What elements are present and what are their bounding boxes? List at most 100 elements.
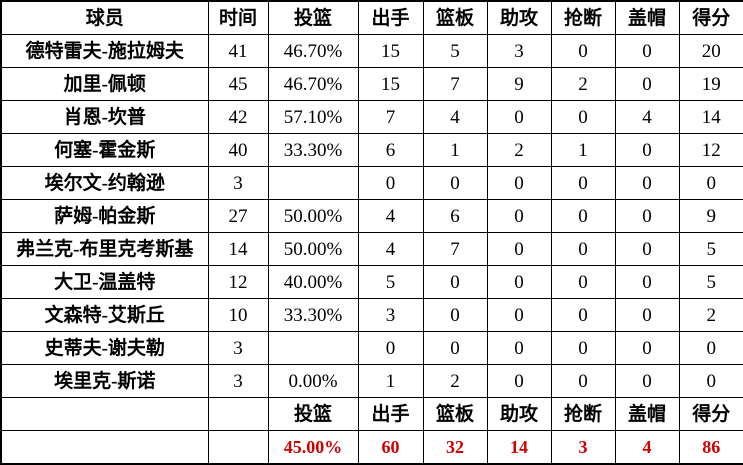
col-header-player: 球员 xyxy=(0,0,209,35)
attempts-cell: 1 xyxy=(357,364,424,398)
attempts-cell: 5 xyxy=(357,265,424,299)
attempts-cell: 4 xyxy=(357,199,424,233)
player-name: 史蒂夫-谢夫勒 xyxy=(0,331,209,365)
time-cell: 41 xyxy=(207,34,269,68)
steals-cell: 0 xyxy=(550,166,616,200)
player-name: 埃尔文-约翰逊 xyxy=(0,166,209,200)
steals-cell: 2 xyxy=(550,67,616,101)
col-header-points: 得分 xyxy=(678,0,743,35)
rebounds-cell: 0 xyxy=(422,298,488,332)
attempts-cell: 7 xyxy=(357,100,424,134)
table-row: 埃尔文-约翰逊 3 0 0 0 0 0 0 xyxy=(0,166,743,200)
time-cell: 40 xyxy=(207,133,269,167)
rebounds-cell: 5 xyxy=(422,34,488,68)
col-header-blocks: 盖帽 xyxy=(614,0,680,35)
col-header-fg-pct: 投篮 xyxy=(267,0,359,35)
time-cell: 45 xyxy=(207,67,269,101)
fg-pct-cell: 50.00% xyxy=(267,199,359,233)
total-points: 86 xyxy=(678,430,743,465)
player-name: 弗兰克-布里克考斯基 xyxy=(0,232,209,266)
table-row: 何塞-霍金斯 40 33.30% 6 1 2 1 0 12 xyxy=(0,133,743,167)
fg-pct-cell: 0.00% xyxy=(267,364,359,398)
time-cell: 3 xyxy=(207,166,269,200)
summary-label-fg-pct: 投篮 xyxy=(267,397,359,431)
table-row: 埃里克-斯诺 3 0.00% 1 2 0 0 0 0 xyxy=(0,364,743,398)
col-header-steals: 抢断 xyxy=(550,0,616,35)
col-header-attempts: 出手 xyxy=(357,0,424,35)
blocks-cell: 0 xyxy=(614,34,680,68)
player-name: 加里-佩顿 xyxy=(0,67,209,101)
assists-cell: 0 xyxy=(486,265,552,299)
assists-cell: 0 xyxy=(486,298,552,332)
rebounds-cell: 4 xyxy=(422,100,488,134)
fg-pct-cell: 46.70% xyxy=(267,67,359,101)
player-name: 何塞-霍金斯 xyxy=(0,133,209,167)
steals-cell: 0 xyxy=(550,34,616,68)
points-cell: 14 xyxy=(678,100,743,134)
table-row: 大卫-温盖特 12 40.00% 5 0 0 0 0 5 xyxy=(0,265,743,299)
total-fg-pct: 45.00% xyxy=(267,430,359,465)
time-cell: 10 xyxy=(207,298,269,332)
assists-cell: 0 xyxy=(486,199,552,233)
steals-cell: 0 xyxy=(550,232,616,266)
time-cell: 27 xyxy=(207,199,269,233)
assists-cell: 0 xyxy=(486,100,552,134)
empty-cell xyxy=(0,397,209,431)
assists-cell: 0 xyxy=(486,166,552,200)
rebounds-cell: 0 xyxy=(422,166,488,200)
total-assists: 14 xyxy=(486,430,552,465)
summary-label-rebounds: 篮板 xyxy=(422,397,488,431)
total-rebounds: 32 xyxy=(422,430,488,465)
fg-pct-cell: 50.00% xyxy=(267,232,359,266)
fg-pct-cell xyxy=(267,331,359,365)
assists-cell: 0 xyxy=(486,331,552,365)
points-cell: 0 xyxy=(678,166,743,200)
col-header-assists: 助攻 xyxy=(486,0,552,35)
table-row: 加里-佩顿 45 46.70% 15 7 9 2 0 19 xyxy=(0,67,743,101)
attempts-cell: 6 xyxy=(357,133,424,167)
player-name: 文森特-艾斯丘 xyxy=(0,298,209,332)
attempts-cell: 0 xyxy=(357,331,424,365)
empty-cell xyxy=(207,397,269,431)
header-row: 球员 时间 投篮 出手 篮板 助攻 抢断 盖帽 得分 xyxy=(0,0,743,35)
table-row: 德特雷夫-施拉姆夫 41 46.70% 15 5 3 0 0 20 xyxy=(0,34,743,68)
col-header-time: 时间 xyxy=(207,0,269,35)
steals-cell: 0 xyxy=(550,298,616,332)
table-row: 文森特-艾斯丘 10 33.30% 3 0 0 0 0 2 xyxy=(0,298,743,332)
blocks-cell: 0 xyxy=(614,331,680,365)
time-cell: 14 xyxy=(207,232,269,266)
rebounds-cell: 7 xyxy=(422,232,488,266)
blocks-cell: 0 xyxy=(614,67,680,101)
steals-cell: 0 xyxy=(550,265,616,299)
time-cell: 42 xyxy=(207,100,269,134)
table-row: 史蒂夫-谢夫勒 3 0 0 0 0 0 0 xyxy=(0,331,743,365)
blocks-cell: 4 xyxy=(614,100,680,134)
total-blocks: 4 xyxy=(614,430,680,465)
fg-pct-cell: 57.10% xyxy=(267,100,359,134)
rebounds-cell: 7 xyxy=(422,67,488,101)
time-cell: 3 xyxy=(207,364,269,398)
player-name: 埃里克-斯诺 xyxy=(0,364,209,398)
total-attempts: 60 xyxy=(357,430,424,465)
blocks-cell: 0 xyxy=(614,298,680,332)
total-steals: 3 xyxy=(550,430,616,465)
assists-cell: 3 xyxy=(486,34,552,68)
blocks-cell: 0 xyxy=(614,232,680,266)
rebounds-cell: 6 xyxy=(422,199,488,233)
attempts-cell: 0 xyxy=(357,166,424,200)
blocks-cell: 0 xyxy=(614,265,680,299)
blocks-cell: 0 xyxy=(614,199,680,233)
fg-pct-cell: 40.00% xyxy=(267,265,359,299)
points-cell: 5 xyxy=(678,265,743,299)
player-name: 德特雷夫-施拉姆夫 xyxy=(0,34,209,68)
summary-label-points: 得分 xyxy=(678,397,743,431)
rebounds-cell: 0 xyxy=(422,265,488,299)
col-header-rebounds: 篮板 xyxy=(422,0,488,35)
fg-pct-cell: 33.30% xyxy=(267,133,359,167)
points-cell: 0 xyxy=(678,364,743,398)
attempts-cell: 15 xyxy=(357,34,424,68)
attempts-cell: 15 xyxy=(357,67,424,101)
summary-totals-row: 45.00% 60 32 14 3 4 86 xyxy=(0,430,743,465)
steals-cell: 0 xyxy=(550,100,616,134)
assists-cell: 0 xyxy=(486,232,552,266)
